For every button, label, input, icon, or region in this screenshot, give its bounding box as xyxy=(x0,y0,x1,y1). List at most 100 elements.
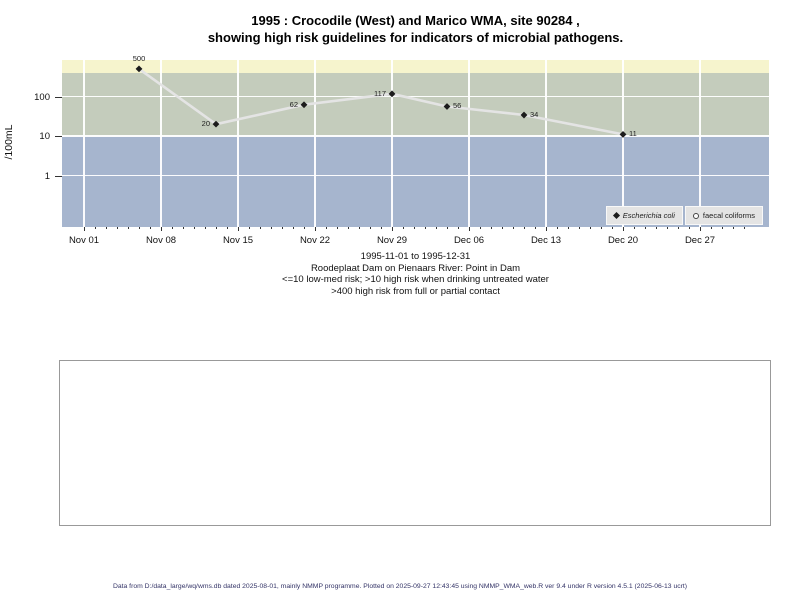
data-point-marker xyxy=(520,111,528,119)
legend-item-escherichia-coli: Escherichia coli xyxy=(605,206,683,225)
y-tick xyxy=(55,136,62,138)
x-minor-tick xyxy=(403,227,404,229)
x-gridline xyxy=(468,60,470,227)
x-tick-label: Nov 22 xyxy=(299,235,331,246)
x-minor-tick xyxy=(601,227,602,229)
x-minor-tick xyxy=(535,227,536,229)
legend-label: Escherichia coli xyxy=(622,211,675,220)
x-minor-tick xyxy=(425,227,426,229)
x-minor-tick xyxy=(590,227,591,229)
x-minor-tick xyxy=(194,227,195,229)
x-minor-tick xyxy=(414,227,415,229)
legend-label: faecal coliforms xyxy=(702,211,755,220)
x-minor-tick xyxy=(260,227,261,229)
x-minor-tick xyxy=(227,227,228,229)
x-minor-tick xyxy=(293,227,294,229)
x-tick-label: Nov 15 xyxy=(222,235,254,246)
y-gridline xyxy=(62,174,769,177)
legend-marker-filled-diamond xyxy=(612,211,620,220)
risk-band-10-to-400-high-risk-drinking xyxy=(62,72,769,137)
data-point-marker xyxy=(388,90,396,98)
x-minor-tick xyxy=(645,227,646,229)
x-gridline xyxy=(391,60,393,227)
data-point-label: 117 xyxy=(374,88,386,98)
x-minor-tick xyxy=(502,227,503,229)
data-point-label: 62 xyxy=(289,99,298,109)
y-gridline xyxy=(62,135,769,137)
data-point-label: 11 xyxy=(629,129,637,139)
x-tick-label: Nov 29 xyxy=(376,235,408,246)
y-tick-label: 1 xyxy=(44,170,50,182)
x-minor-tick xyxy=(458,227,459,229)
x-minor-tick xyxy=(711,227,712,229)
x-minor-tick xyxy=(150,227,151,229)
x-tick xyxy=(623,227,624,231)
legend-item-faecal-coliforms: faecal coliforms xyxy=(684,206,763,225)
x-gridline xyxy=(314,60,316,227)
figure-title-line2: showing high risk guidelines for indicat… xyxy=(207,29,624,45)
x-minor-tick xyxy=(337,227,338,229)
x-minor-tick xyxy=(117,227,118,229)
legend-marker-open-circle xyxy=(692,212,699,219)
series-line-escherichia-coli xyxy=(138,67,624,136)
x-minor-tick xyxy=(172,227,173,229)
caption-risk-guideline-1: <=10 low-med risk; >10 high risk when dr… xyxy=(282,274,549,286)
x-minor-tick xyxy=(205,227,206,229)
x-minor-tick xyxy=(95,227,96,229)
x-minor-tick xyxy=(612,227,613,229)
x-tick-label: Dec 13 xyxy=(530,235,562,246)
x-minor-tick xyxy=(722,227,723,229)
data-point-marker xyxy=(619,131,627,138)
data-point-marker xyxy=(300,101,308,109)
figure-title-line1: 1995 : Crocodile (West) and Marico WMA, … xyxy=(251,13,580,28)
x-tick-label: Nov 08 xyxy=(145,235,177,246)
x-tick xyxy=(546,227,547,231)
data-point-label: 56 xyxy=(453,101,462,111)
y-tick xyxy=(55,96,62,98)
figure-title: 1995 : Crocodile (West) and Marico WMA, … xyxy=(62,13,769,46)
x-minor-tick xyxy=(689,227,690,229)
x-tick xyxy=(469,227,470,231)
x-minor-tick xyxy=(656,227,657,229)
x-minor-tick xyxy=(524,227,525,229)
caption-site-description: Roodeplaat Dam on Pienaars River: Point … xyxy=(310,262,521,274)
x-gridline xyxy=(545,60,547,227)
x-tick xyxy=(84,227,85,231)
x-tick-label: Nov 01 xyxy=(68,235,100,246)
x-gridline xyxy=(83,60,85,227)
data-point-label: 20 xyxy=(201,119,210,129)
plot-area: 500 20 62 117 56 34 11 Escherichia coli faecal c… xyxy=(62,54,769,227)
x-minor-tick xyxy=(667,227,668,229)
data-point-label: 500 xyxy=(132,53,146,63)
x-tick-label: Dec 20 xyxy=(607,235,639,246)
x-minor-tick xyxy=(128,227,129,229)
x-tick xyxy=(161,227,162,231)
data-point-marker xyxy=(212,120,220,128)
x-minor-tick xyxy=(249,227,250,229)
x-gridline xyxy=(237,60,239,227)
risk-band-above-400-high-risk-contact xyxy=(62,60,769,73)
footer-text: Data from D:/data_large/wq/wms.db dated … xyxy=(112,583,688,590)
x-minor-tick xyxy=(326,227,327,229)
x-minor-tick xyxy=(139,227,140,229)
x-minor-tick xyxy=(359,227,360,229)
x-minor-tick xyxy=(106,227,107,229)
x-minor-tick xyxy=(271,227,272,229)
x-minor-tick xyxy=(634,227,635,229)
x-minor-tick xyxy=(183,227,184,229)
x-minor-tick xyxy=(557,227,558,229)
y-tick-label: 100 xyxy=(34,91,50,103)
x-gridline xyxy=(699,60,701,227)
x-minor-tick xyxy=(282,227,283,229)
data-point-marker xyxy=(443,103,451,110)
x-minor-tick xyxy=(304,227,305,229)
x-tick xyxy=(238,227,239,231)
x-minor-tick xyxy=(436,227,437,229)
data-point-label: 34 xyxy=(530,110,539,120)
series-layer xyxy=(135,65,627,138)
x-minor-tick xyxy=(513,227,514,229)
x-minor-tick xyxy=(678,227,679,229)
x-minor-tick xyxy=(579,227,580,229)
x-gridline xyxy=(160,60,162,227)
x-minor-tick xyxy=(733,227,734,229)
